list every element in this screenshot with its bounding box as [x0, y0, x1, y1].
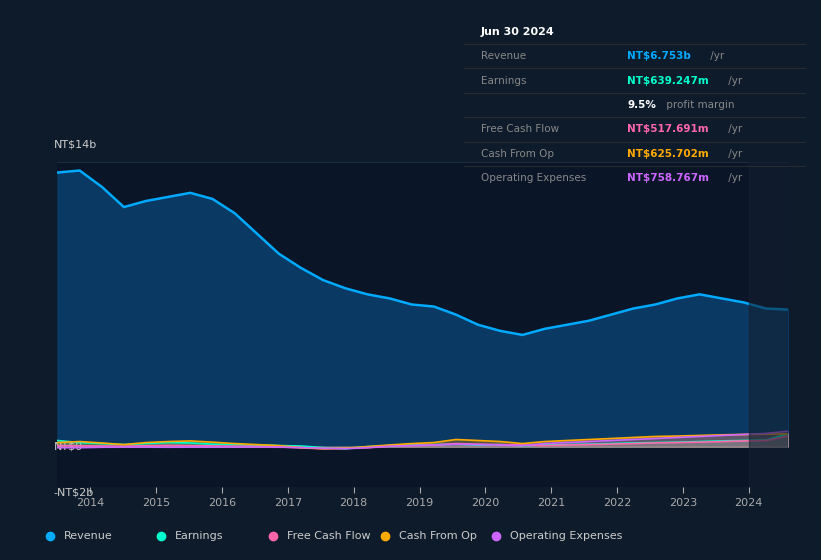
Text: 9.5%: 9.5%	[627, 100, 656, 110]
Text: /yr: /yr	[725, 76, 742, 86]
Text: NT$639.247m: NT$639.247m	[627, 76, 709, 86]
Text: Free Cash Flow: Free Cash Flow	[481, 124, 559, 134]
Text: Revenue: Revenue	[63, 531, 112, 541]
Text: /yr: /yr	[725, 149, 742, 159]
Text: Revenue: Revenue	[481, 51, 526, 61]
Text: /yr: /yr	[725, 124, 742, 134]
Text: Cash From Op: Cash From Op	[481, 149, 554, 159]
Text: -NT$2b: -NT$2b	[54, 487, 94, 497]
Text: /yr: /yr	[725, 173, 742, 183]
Text: NT$14b: NT$14b	[54, 139, 97, 150]
Text: NT$6.753b: NT$6.753b	[627, 51, 691, 61]
Text: Earnings: Earnings	[481, 76, 526, 86]
Text: Jun 30 2024: Jun 30 2024	[481, 27, 555, 37]
Text: profit margin: profit margin	[663, 100, 734, 110]
Text: Operating Expenses: Operating Expenses	[481, 173, 586, 183]
Text: NT$0: NT$0	[54, 442, 83, 451]
Bar	[749, 162, 788, 487]
Text: NT$625.702m: NT$625.702m	[627, 149, 709, 159]
Text: NT$758.767m: NT$758.767m	[627, 173, 709, 183]
Text: NT$517.691m: NT$517.691m	[627, 124, 709, 134]
Text: Operating Expenses: Operating Expenses	[510, 531, 622, 541]
Text: /yr: /yr	[707, 51, 724, 61]
Text: Earnings: Earnings	[175, 531, 223, 541]
Text: Cash From Op: Cash From Op	[398, 531, 476, 541]
Text: Free Cash Flow: Free Cash Flow	[287, 531, 370, 541]
